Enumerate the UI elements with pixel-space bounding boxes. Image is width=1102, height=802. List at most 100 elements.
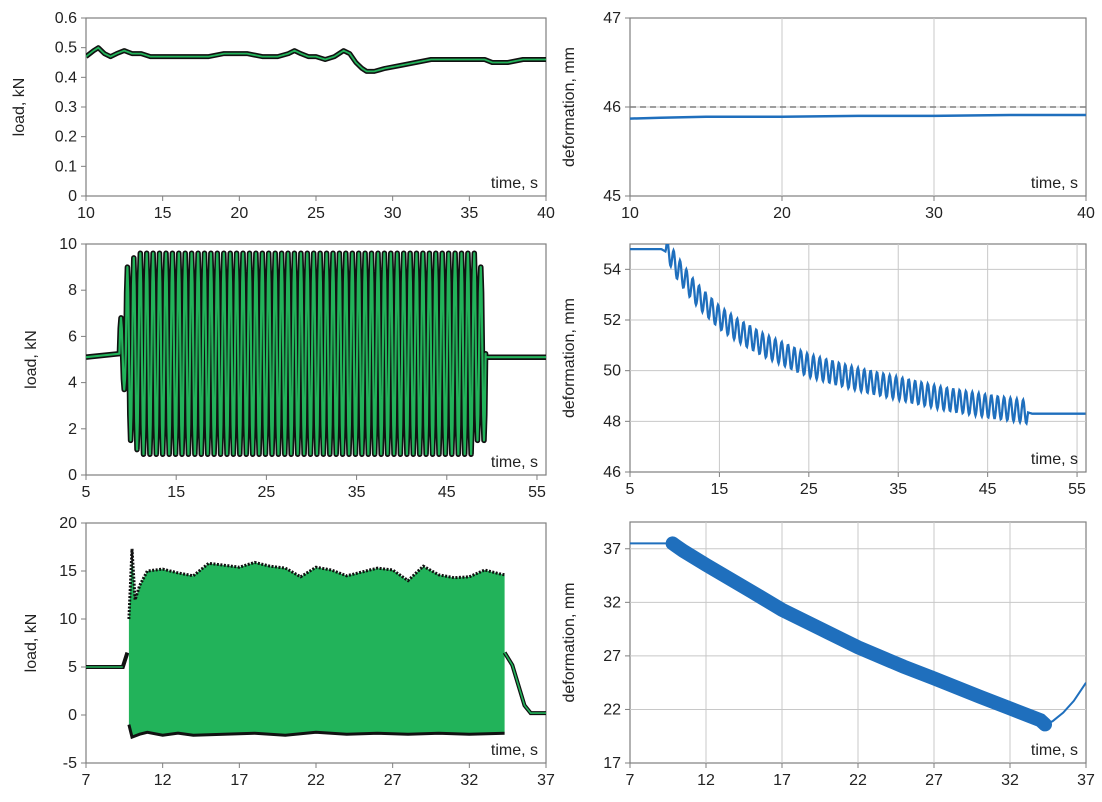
x-tick-label: 55	[528, 484, 546, 501]
x-tick-label: 27	[384, 772, 402, 789]
y-tick-label: 0.5	[55, 40, 77, 57]
plot-area: 5 15 25 35 45 55 46 48 50 52 54	[603, 243, 1087, 498]
y-tick-label: 0.4	[55, 69, 77, 86]
x-tick-label: 7	[626, 772, 635, 789]
load-series-line	[86, 252, 546, 456]
y-tick-label: 6	[68, 328, 77, 345]
x-tick-label: 30	[925, 205, 943, 222]
y-tick-label: 45	[603, 188, 621, 205]
lower-envelope-markers	[127, 724, 505, 740]
chart-deformation-top: 10 20 30 40 45 46 47 deformation, mm time, s	[561, 10, 1095, 222]
y-tick-label: 0	[68, 188, 77, 205]
y-tick-label: 50	[603, 363, 621, 380]
y-tick-label: 52	[603, 312, 621, 329]
x-tick-label: 40	[537, 205, 555, 222]
y-tick-label: -5	[63, 755, 77, 772]
plot-area: 7 12 17 22 27 32 37 17 22 27 32 37	[603, 521, 1095, 789]
y-tick-label: 20	[59, 515, 77, 532]
y-tick-label: 4	[68, 375, 77, 392]
y-tick-label: 22	[603, 701, 621, 718]
y-tick-label: 2	[68, 421, 77, 438]
x-tick-label: 25	[307, 205, 325, 222]
y-tick-label: 5	[68, 659, 77, 676]
y-tick-label: 48	[603, 413, 621, 430]
y-axis-label: deformation, mm	[561, 47, 578, 167]
y-tick-label: 10	[59, 236, 77, 253]
x-tick-label: 12	[154, 772, 172, 789]
series-group	[86, 45, 546, 74]
plot-frame	[85, 17, 547, 197]
y-tick-label: 8	[68, 282, 77, 299]
chart-deformation-middle: 5 15 25 35 45 55 46 48 50 52 54 deformation, mm tim…	[561, 243, 1087, 498]
y-tick-label: 0.3	[55, 99, 77, 116]
x-tick-label: 10	[77, 205, 95, 222]
plot-frame	[629, 243, 1087, 473]
x-tick-label: 40	[1077, 205, 1095, 222]
x-axis-unit-label: time, s	[491, 454, 538, 471]
y-tick-label: 47	[603, 10, 621, 27]
plot-area: 5 15 25 35 45 55 0 2 4 6 8 10	[59, 236, 547, 501]
deformation-series-line	[630, 244, 1086, 427]
x-tick-label: 5	[82, 484, 91, 501]
series-group	[630, 106, 1086, 120]
x-tick-label: 15	[154, 205, 172, 222]
y-tick-label: 0.1	[55, 158, 77, 175]
x-tick-label: 25	[800, 481, 818, 498]
chart-load-bottom: 7 12 17 22 27 32 37 -5 0 5 10 15 20 load, kN time, s	[23, 515, 555, 789]
x-tick-label: 37	[1077, 772, 1095, 789]
x-axis-unit-label: time, s	[491, 175, 538, 192]
x-tick-label: 17	[773, 772, 791, 789]
x-tick-label: 30	[384, 205, 402, 222]
chart-load-top: 10 15 20 25 30 35 40 0 0.1 0.2 0.3 0.4 0.5 0.6 load, …	[11, 10, 555, 222]
x-tick-label: 27	[925, 772, 943, 789]
x-axis-unit-label: time, s	[1031, 175, 1078, 192]
y-tick-label: 0.2	[55, 129, 77, 146]
x-tick-label: 15	[711, 481, 729, 498]
x-tick-label: 12	[697, 772, 715, 789]
chart-deformation-bottom: 7 12 17 22 27 32 37 17 22 27 32 37 deformation, mm t…	[561, 521, 1095, 789]
y-axis-label: load, kN	[11, 78, 28, 137]
x-axis-unit-label: time, s	[491, 742, 538, 759]
load-series-line	[86, 46, 546, 73]
y-axis-label: deformation, mm	[561, 582, 578, 702]
x-tick-label: 10	[621, 205, 639, 222]
x-axis-unit-label: time, s	[1031, 451, 1078, 468]
x-tick-label: 45	[979, 481, 997, 498]
y-axis-label: load, kN	[23, 614, 40, 673]
plot-area: 10 15 20 25 30 35 40 0 0.1 0.2 0.3 0.4 0.5 0.6	[55, 10, 555, 222]
series-group	[86, 250, 546, 457]
x-tick-label: 7	[82, 772, 91, 789]
plot-area: 7 12 17 22 27 32 37 -5 0 5 10 15 20	[59, 515, 555, 789]
x-tick-label: 20	[773, 205, 791, 222]
y-axis-label: deformation, mm	[561, 298, 578, 418]
y-tick-label: 32	[603, 594, 621, 611]
x-tick-label: 22	[849, 772, 867, 789]
y-tick-label: 0.6	[55, 10, 77, 27]
series-group	[630, 244, 1086, 427]
x-tick-label: 35	[889, 481, 907, 498]
deformation-series-line	[630, 113, 1086, 120]
y-tick-label: 54	[603, 261, 621, 278]
y-tick-label: 37	[603, 541, 621, 558]
tail-line	[503, 652, 546, 714]
x-tick-label: 35	[460, 205, 478, 222]
load-oscillation-band	[128, 548, 505, 738]
y-tick-label: 46	[603, 464, 621, 481]
x-tick-label: 15	[167, 484, 185, 501]
chart-load-middle: 5 15 25 35 45 55 0 2 4 6 8 10 load, kN time, s	[23, 236, 547, 501]
x-tick-label: 32	[1001, 772, 1019, 789]
x-tick-label: 55	[1068, 481, 1086, 498]
x-tick-label: 37	[537, 772, 555, 789]
series-group	[86, 548, 546, 740]
x-tick-label: 22	[307, 772, 325, 789]
deformation-oscillation-band	[665, 536, 1052, 732]
x-tick-label: 17	[230, 772, 248, 789]
y-tick-label: 0	[68, 467, 77, 484]
y-tick-label: 10	[59, 611, 77, 628]
upper-envelope-markers	[127, 548, 505, 620]
x-tick-label: 32	[460, 772, 478, 789]
y-tick-label: 17	[603, 755, 621, 772]
x-axis-unit-label: time, s	[1031, 742, 1078, 759]
y-tick-label: 46	[603, 99, 621, 116]
series-group	[630, 536, 1086, 732]
